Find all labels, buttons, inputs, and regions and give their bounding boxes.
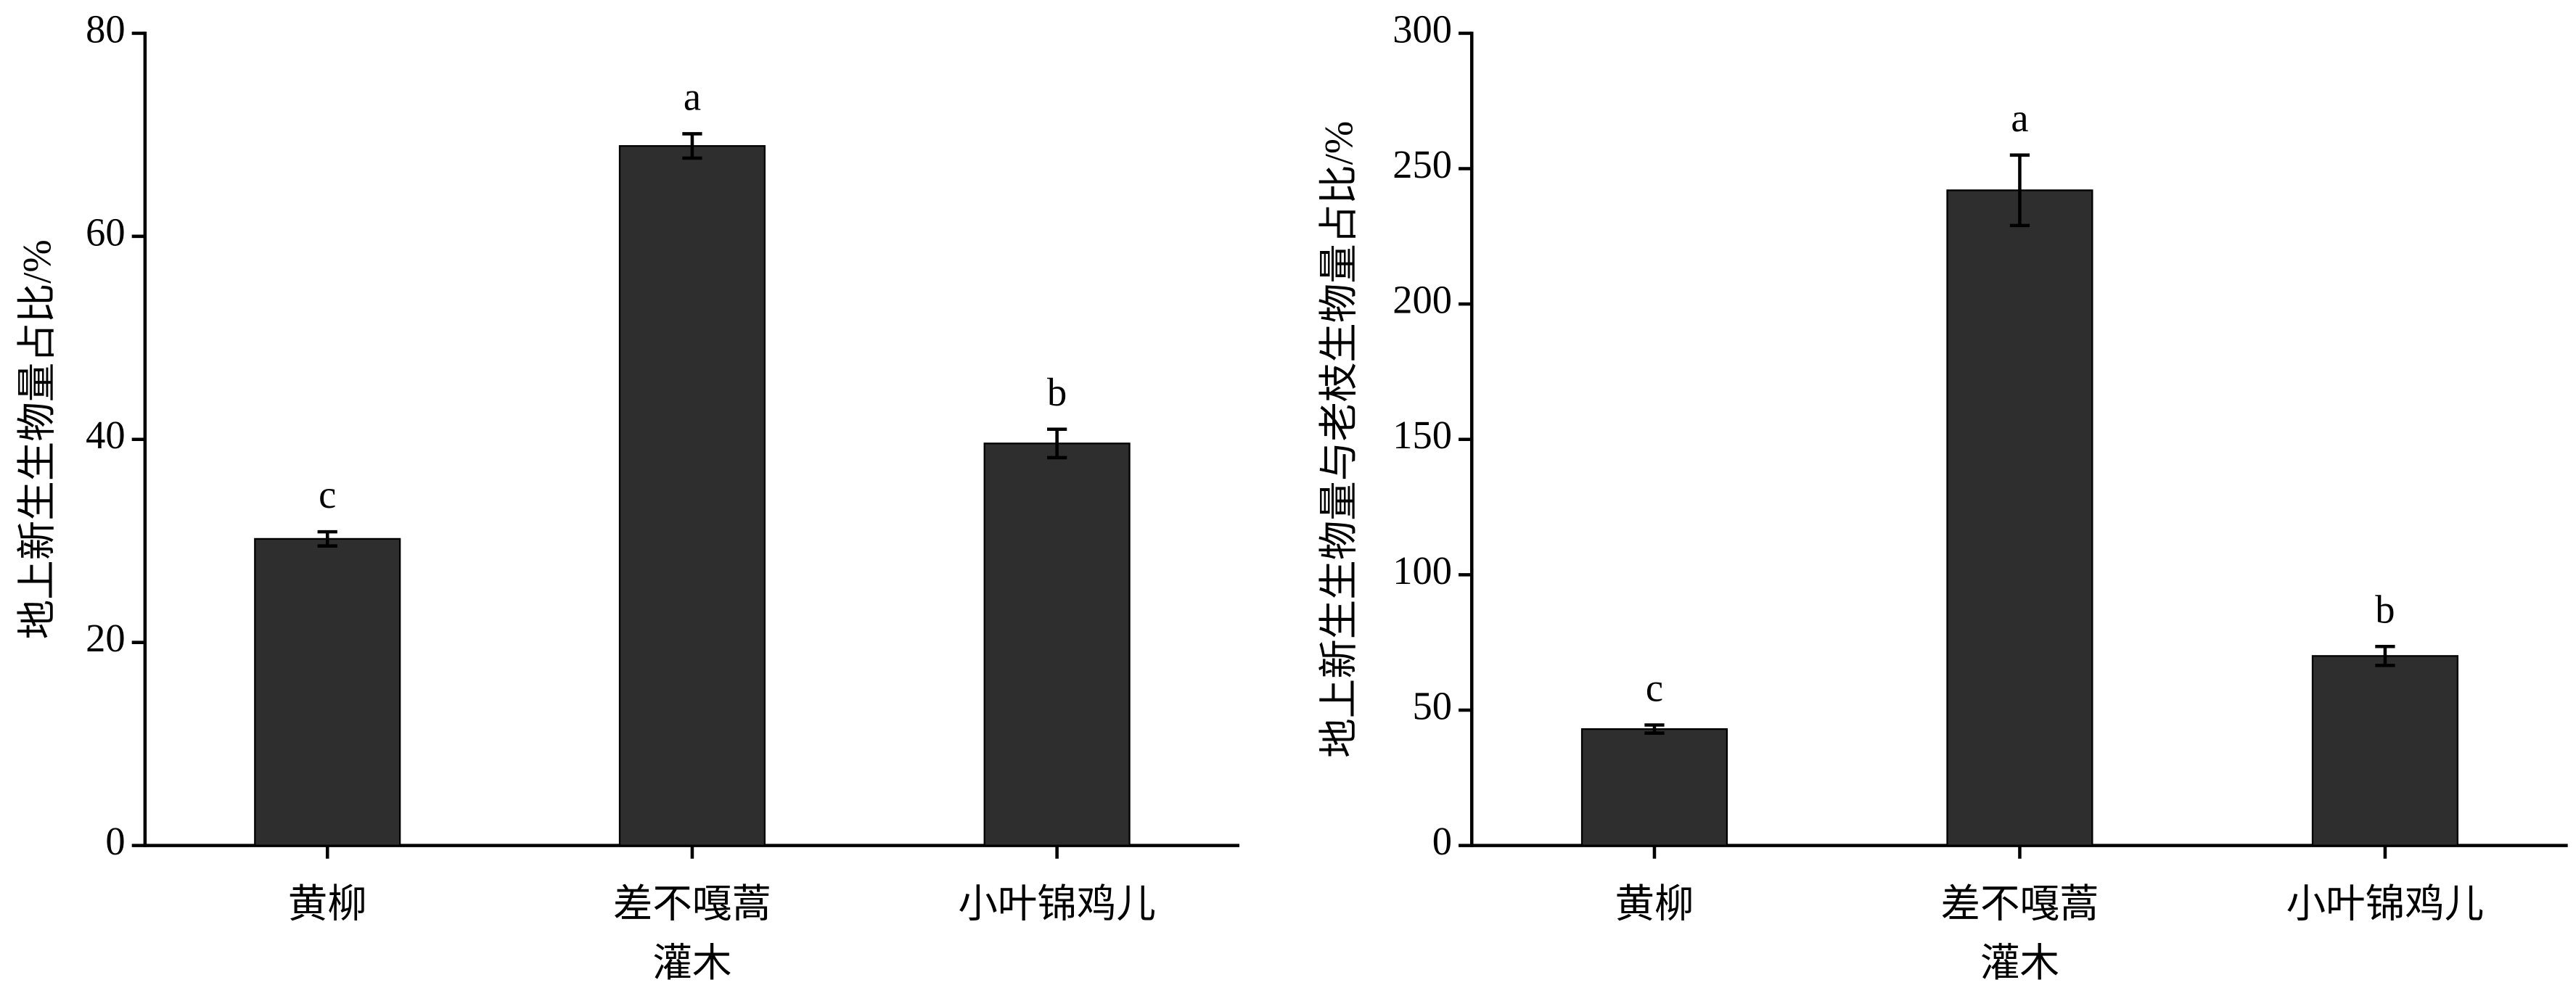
y-tick-label: 300 <box>1392 7 1452 51</box>
y-tick-label: 20 <box>86 616 126 660</box>
bar <box>618 145 766 846</box>
y-tick-label: 0 <box>105 819 125 863</box>
y-tick-label: 40 <box>86 413 126 457</box>
significance-label: c <box>1646 666 1663 710</box>
x-axis-label: 灌木 <box>652 941 731 985</box>
x-tick-label: 小叶锦鸡儿 <box>958 881 1156 926</box>
bar <box>983 442 1131 846</box>
bar <box>254 537 401 846</box>
y-tick-label: 60 <box>86 210 126 254</box>
x-tick-label: 差不嘎蒿 <box>1940 881 2099 926</box>
y-tick-label: 200 <box>1392 278 1452 322</box>
y-tick-label: 100 <box>1392 548 1452 593</box>
significance-label: a <box>2011 96 2028 140</box>
significance-label: a <box>684 75 701 119</box>
significance-label: b <box>2375 587 2395 631</box>
y-tick-label: 80 <box>86 7 126 51</box>
x-tick-label: 小叶锦鸡儿 <box>2286 881 2485 926</box>
y-axis-label: 地上新生生物量与老枝生物量占比/% <box>1317 121 1361 758</box>
x-axis-label: 灌木 <box>1980 941 2059 985</box>
x-tick-label: 黄柳 <box>288 881 367 926</box>
y-tick-label: 150 <box>1392 413 1452 457</box>
x-tick-label: 差不嘎蒿 <box>613 881 771 926</box>
significance-label: b <box>1047 370 1067 414</box>
bar <box>1946 189 2093 846</box>
significance-label: c <box>319 472 336 516</box>
y-axis-label: 地上新生生物量占比/% <box>15 239 59 639</box>
bar <box>1580 728 1728 846</box>
y-tick-label: 250 <box>1392 142 1452 186</box>
y-tick-label: 50 <box>1412 683 1452 728</box>
bar <box>2311 655 2458 846</box>
y-tick-label: 0 <box>1432 819 1452 863</box>
x-tick-label: 黄柳 <box>1615 881 1694 926</box>
